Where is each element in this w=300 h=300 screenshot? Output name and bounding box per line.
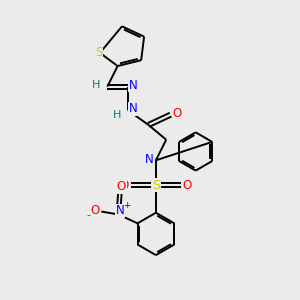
- Text: N: N: [129, 102, 138, 115]
- Text: O: O: [117, 180, 126, 193]
- Text: O: O: [91, 204, 100, 217]
- Text: O: O: [120, 179, 129, 192]
- Text: +: +: [123, 201, 130, 210]
- Text: N: N: [129, 79, 138, 92]
- Text: S: S: [152, 179, 160, 192]
- Text: H: H: [92, 80, 100, 90]
- Text: O: O: [183, 179, 192, 192]
- Text: O: O: [172, 107, 182, 120]
- Text: S: S: [95, 46, 102, 59]
- Text: N: N: [145, 153, 154, 166]
- Text: N: N: [116, 205, 124, 218]
- Text: H: H: [112, 110, 121, 120]
- Text: -: -: [86, 210, 90, 220]
